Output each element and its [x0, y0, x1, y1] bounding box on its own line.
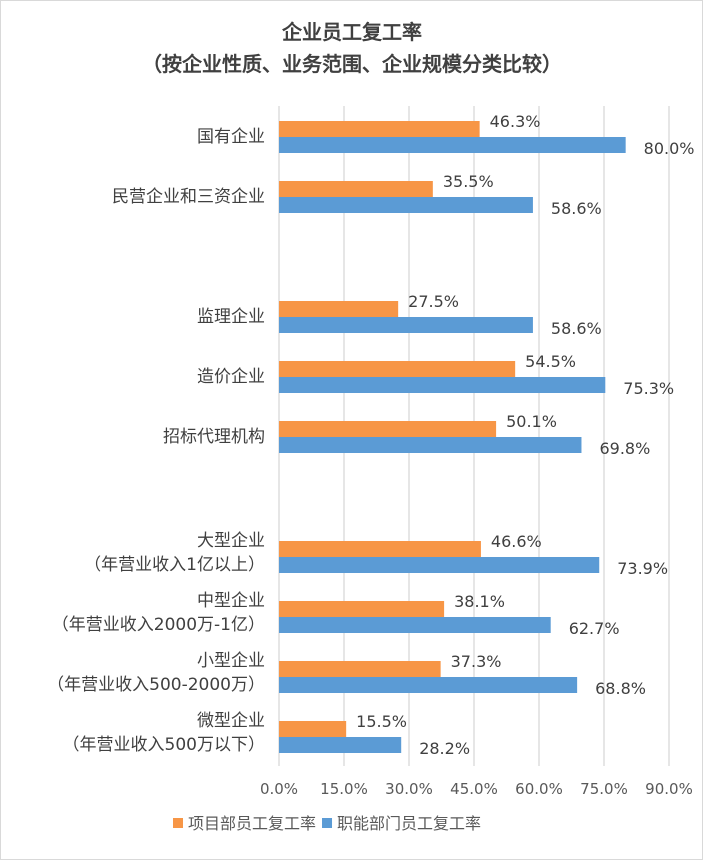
x-tick-label: 30.0% [385, 780, 433, 798]
bar-project [279, 661, 441, 677]
category-label: 中型企业 [197, 591, 265, 611]
category-label: 监理企业 [197, 307, 265, 327]
category-label: 微型企业 [197, 711, 265, 731]
data-label: 58.6% [551, 199, 602, 218]
data-label: 28.2% [419, 739, 470, 758]
category-label: 国有企业 [197, 127, 265, 147]
legend-label: 职能部门员工复工率 [337, 814, 481, 833]
x-tick-label: 0.0% [260, 780, 298, 798]
bar-functional [279, 557, 600, 573]
data-label: 73.9% [617, 559, 668, 578]
bar-functional [279, 737, 402, 753]
category-label: 造价企业 [197, 367, 265, 387]
data-label: 58.6% [551, 319, 602, 338]
category-label: （年营业收入2000万-1亿） [52, 615, 265, 635]
data-label: 68.8% [595, 679, 646, 698]
data-label: 50.1% [506, 412, 557, 431]
category-label: （年营业收入500万以下） [63, 735, 265, 755]
category-label: （年营业收入1亿以上） [84, 555, 265, 575]
data-label: 69.8% [599, 439, 650, 458]
bar-project [279, 361, 516, 377]
data-label: 37.3% [451, 652, 502, 671]
legend-swatch [322, 818, 333, 828]
x-tick-label: 75.0% [580, 780, 628, 798]
data-label: 75.3% [623, 379, 674, 398]
legend-label: 项目部员工复工率 [188, 814, 316, 833]
data-label: 54.5% [525, 352, 576, 371]
category-label: 招标代理机构 [163, 427, 265, 447]
x-tick-label: 60.0% [515, 780, 563, 798]
bar-project [279, 421, 497, 437]
x-tick-label: 45.0% [450, 780, 498, 798]
data-label: 62.7% [569, 619, 620, 638]
data-label: 80.0% [644, 139, 695, 158]
bar-functional [279, 617, 551, 633]
bar-functional [279, 317, 533, 333]
category-label: 民营企业和三资企业 [112, 187, 265, 207]
category-label: 小型企业 [197, 651, 265, 671]
category-label: 大型企业 [197, 531, 265, 551]
legend-swatch [173, 818, 183, 828]
category-label: （年营业收入500-2000万） [47, 675, 265, 695]
x-tick-label: 90.0% [645, 780, 693, 798]
bar-project [279, 301, 399, 317]
bar-project [279, 721, 347, 737]
data-label: 15.5% [356, 712, 407, 731]
data-label: 27.5% [408, 292, 459, 311]
bar-functional [279, 197, 533, 213]
bar-project [279, 541, 481, 557]
bar-project [279, 181, 433, 197]
bar-project [279, 601, 445, 617]
bar-functional [279, 437, 582, 453]
bar-functional [279, 377, 606, 393]
data-label: 35.5% [443, 172, 494, 191]
bar-project [279, 121, 480, 137]
x-tick-label: 15.0% [320, 780, 368, 798]
bar-functional [279, 137, 626, 153]
chart-title-line-1: 企业员工复工率 [281, 20, 422, 44]
data-label: 46.3% [490, 112, 541, 131]
data-label: 38.1% [454, 592, 505, 611]
bar-functional [279, 677, 578, 693]
data-label: 46.6% [491, 532, 542, 551]
chart-title-line-2: （按企业性质、业务范围、企业规模分类比较） [142, 52, 562, 76]
